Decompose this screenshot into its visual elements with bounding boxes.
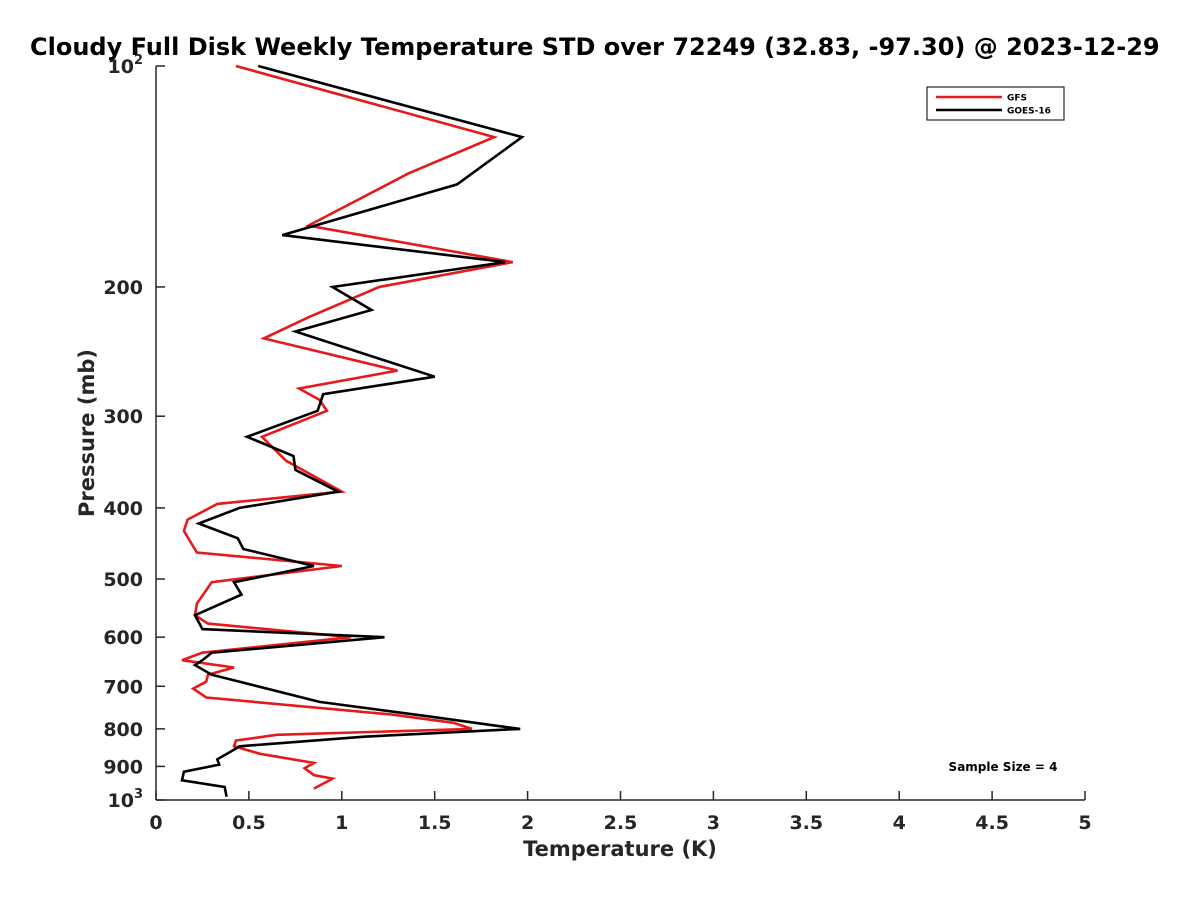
y-tick-label: 400	[103, 498, 143, 520]
legend-label-goes-16: GOES-16	[1007, 107, 1051, 117]
y-tick-label-text: 900	[103, 756, 143, 778]
y-tick-label: 102	[108, 53, 144, 78]
y-tick-label-text: 600	[103, 627, 143, 649]
series-line-gfs	[181, 64, 513, 790]
x-tick-label: 4	[893, 812, 906, 834]
legend-box	[926, 86, 1065, 121]
y-tick-label: 103	[108, 787, 144, 812]
y-tick-label: 700	[103, 676, 143, 698]
y-tick-label-text: 400	[103, 498, 143, 520]
y-tick-label-exponent: 2	[134, 53, 143, 68]
y-tick-label-text: 800	[103, 719, 143, 741]
x-tick-label: 3.5	[789, 812, 823, 834]
y-tick-label: 600	[103, 627, 143, 649]
series-layer	[180, 64, 525, 798]
y-tick-label-text: 700	[103, 676, 143, 698]
x-tick-label: 3	[707, 812, 720, 834]
y-tick-label-text: 300	[103, 406, 143, 428]
y-tick-label: 200	[103, 277, 143, 299]
y-tick-label: 500	[103, 569, 143, 591]
x-tick-label: 1.5	[418, 812, 452, 834]
sample-size-annotation: Sample Size = 4	[949, 760, 1058, 774]
y-axis-label: Pressure (mb)	[75, 349, 99, 517]
legend: GFS GOES-16	[926, 86, 1065, 121]
y-tick-label: 300	[103, 406, 143, 428]
x-tick-label: 0	[149, 812, 162, 834]
y-tick-label: 900	[103, 756, 143, 778]
y-tick-label-exponent: 3	[134, 787, 143, 802]
x-tick-label: 2.5	[604, 812, 638, 834]
x-tick-label: 4.5	[975, 812, 1009, 834]
x-axis-label: Temperature (K)	[523, 837, 717, 861]
x-axis-ticks: 0 0.5 1 1.5 2 2.5 3 3.5 4 4.5 5	[149, 791, 1092, 834]
y-tick-label-text: 200	[103, 277, 143, 299]
x-tick-label: 1	[335, 812, 348, 834]
y-tick-label-text: 500	[103, 569, 143, 591]
series-line-goes-16	[180, 64, 525, 798]
x-tick-label: 0.5	[232, 812, 266, 834]
x-tick-label: 2	[521, 812, 534, 834]
legend-label-gfs: GFS	[1007, 94, 1027, 104]
y-tick-label-text: 10	[108, 790, 134, 812]
x-tick-label: 5	[1078, 812, 1091, 834]
y-tick-label: 800	[103, 719, 143, 741]
y-tick-label-text: 10	[108, 56, 134, 78]
chart-title: Cloudy Full Disk Weekly Temperature STD …	[30, 33, 1160, 61]
